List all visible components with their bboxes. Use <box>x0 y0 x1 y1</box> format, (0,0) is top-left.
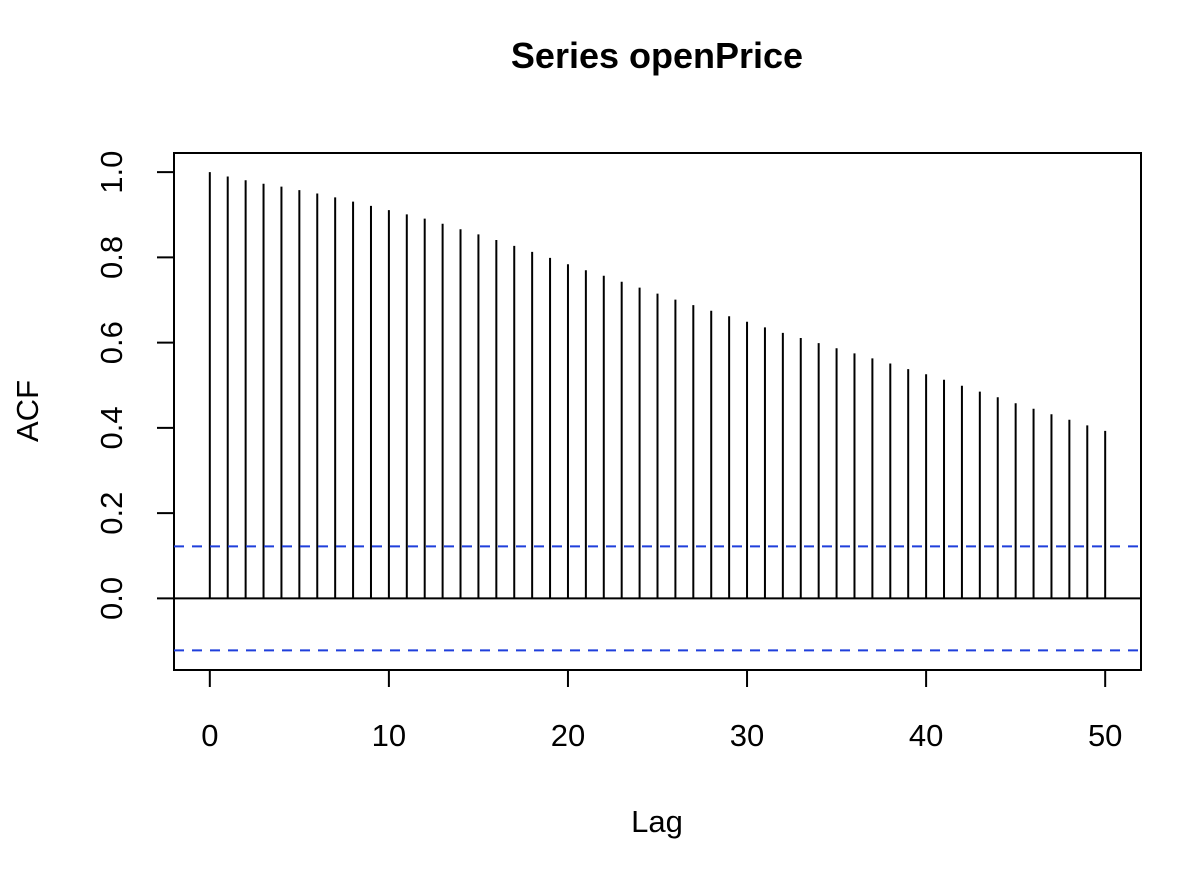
y-axis-label: ACF <box>10 380 45 442</box>
y-tick-label-5: 1.0 <box>94 151 129 194</box>
chart-title: Series openPrice <box>511 35 803 76</box>
y-axis: 0.0 0.2 0.4 0.6 0.8 1.0 <box>94 151 175 620</box>
acf-bars <box>174 172 1141 600</box>
x-tick-label-50: 50 <box>1088 718 1122 753</box>
x-axis: 0 10 20 30 40 50 <box>201 669 1122 753</box>
y-tick-label-4: 0.8 <box>94 236 129 279</box>
x-tick-label-20: 20 <box>551 718 585 753</box>
x-tick-label-30: 30 <box>730 718 764 753</box>
x-tick-label-40: 40 <box>909 718 943 753</box>
x-tick-label-0: 0 <box>201 718 218 753</box>
y-tick-label-1: 0.2 <box>94 492 129 535</box>
y-tick-label-3: 0.6 <box>94 321 129 364</box>
x-tick-label-10: 10 <box>372 718 406 753</box>
y-tick-label-2: 0.4 <box>94 406 129 449</box>
y-tick-label-0: 0.0 <box>94 577 129 620</box>
x-axis-label: Lag <box>631 804 683 839</box>
